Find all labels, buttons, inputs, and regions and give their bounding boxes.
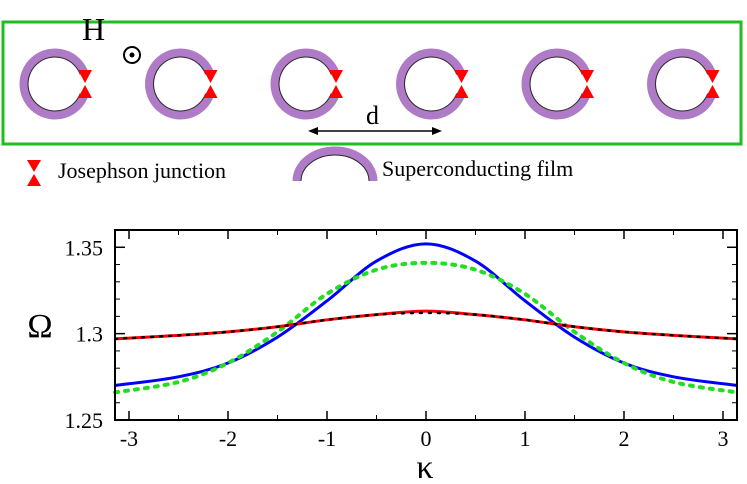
josephson-junction-6 [705,70,720,98]
ring-5 [521,48,594,120]
x-tick-label: -1 [318,426,336,451]
dispersion-plot: -3 -2 -1 0 1 2 3 1.25 1.3 1.35 Ω κ [27,229,739,484]
ring-array [19,48,720,120]
ring-6 [647,48,720,120]
series-blue [114,242,738,387]
array-frame [1,20,743,146]
series-green [113,260,739,395]
josephson-junction-4 [454,70,469,98]
josephson-junction-2 [203,70,218,98]
x-tick-label: -3 [120,426,138,451]
y-tick-label: 1.25 [65,408,104,433]
legend: Josephson junction Superconducting film [27,146,573,186]
ring-2 [145,48,218,120]
field-label: H [82,11,105,47]
y-axis-label: Ω [27,308,52,345]
plot-frame [114,229,738,421]
x-tick-label: 3 [717,426,728,451]
josephson-junction-5 [580,70,594,98]
series-black [113,311,739,341]
y-tick-label: 1.3 [76,322,104,347]
legend-junction-label: Josephson junction [58,158,226,183]
josephson-junction-1 [78,70,92,98]
x-axis-label: κ [416,449,433,484]
x-tick-label: 0 [421,426,432,451]
ring-4 [396,48,469,120]
josephson-junction-3 [329,70,343,98]
superconducting-film-icon-edge [300,154,370,182]
field-out-of-page-icon [123,46,141,64]
x-tick-label: 2 [618,426,629,451]
series-layer [113,242,739,395]
ring-3 [270,48,343,120]
legend-film-label: Superconducting film [382,156,573,181]
distance-arrow [308,127,442,135]
x-tick-label: -2 [219,426,237,451]
josephson-junction-icon [27,160,41,186]
superconducting-film-icon [292,146,378,182]
series-red [115,309,737,341]
ring-1 [19,48,92,120]
y-tick-label: 1.35 [65,235,104,260]
distance-label: d [366,101,379,130]
x-tick-label: 1 [519,426,530,451]
ring-array-schematic: H d [1,11,743,146]
ticks: -3 -2 -1 0 1 2 3 1.25 1.3 1.35 [65,230,737,451]
